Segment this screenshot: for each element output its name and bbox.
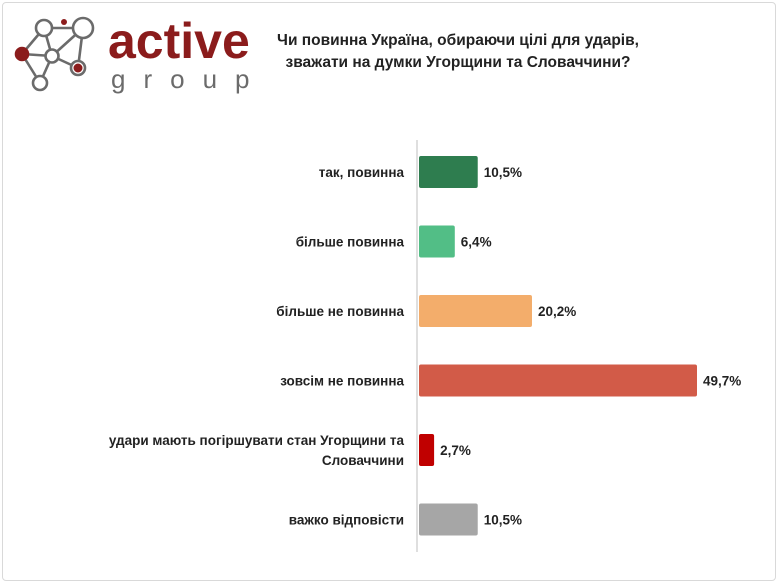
value-label-0: 10,5% (484, 165, 522, 180)
bar-0 (419, 156, 478, 188)
bar-3 (419, 364, 697, 397)
category-label-3: зовсім не повинна (280, 374, 404, 389)
bar-2 (419, 295, 532, 327)
bar-5 (419, 503, 478, 536)
category-label-4-line-1: Словаччини (322, 453, 404, 468)
logo-word-group: group (111, 64, 268, 94)
value-label-5: 10,5% (484, 513, 522, 528)
active-group-logo: active group (14, 13, 268, 94)
value-label-3: 49,7% (703, 374, 741, 389)
bar-4 (419, 434, 435, 466)
category-label-0: так, повинна (319, 165, 405, 180)
value-label-4: 2,7% (440, 443, 471, 458)
chart-title: Чи повинна Україна, обираючи цілі для уд… (258, 30, 658, 74)
category-label-5: важко відповісти (289, 513, 404, 528)
chart-title-line-2: зважати на думки Угорщини та Словаччини? (285, 54, 631, 71)
network-logo-icon (14, 16, 95, 92)
value-label-1: 6,4% (461, 235, 492, 250)
category-label-4-line-0: удари мають погіршувати стан Угорщини та (109, 433, 405, 448)
category-label-2: більше не повинна (276, 304, 404, 319)
bar-1 (419, 225, 455, 258)
logo-word-active: active (108, 13, 250, 69)
category-label-1: більше повинна (296, 235, 405, 250)
chart-title-line-1: Чи повинна Україна, обираючи цілі для уд… (277, 32, 639, 49)
value-label-2: 20,2% (538, 304, 576, 319)
